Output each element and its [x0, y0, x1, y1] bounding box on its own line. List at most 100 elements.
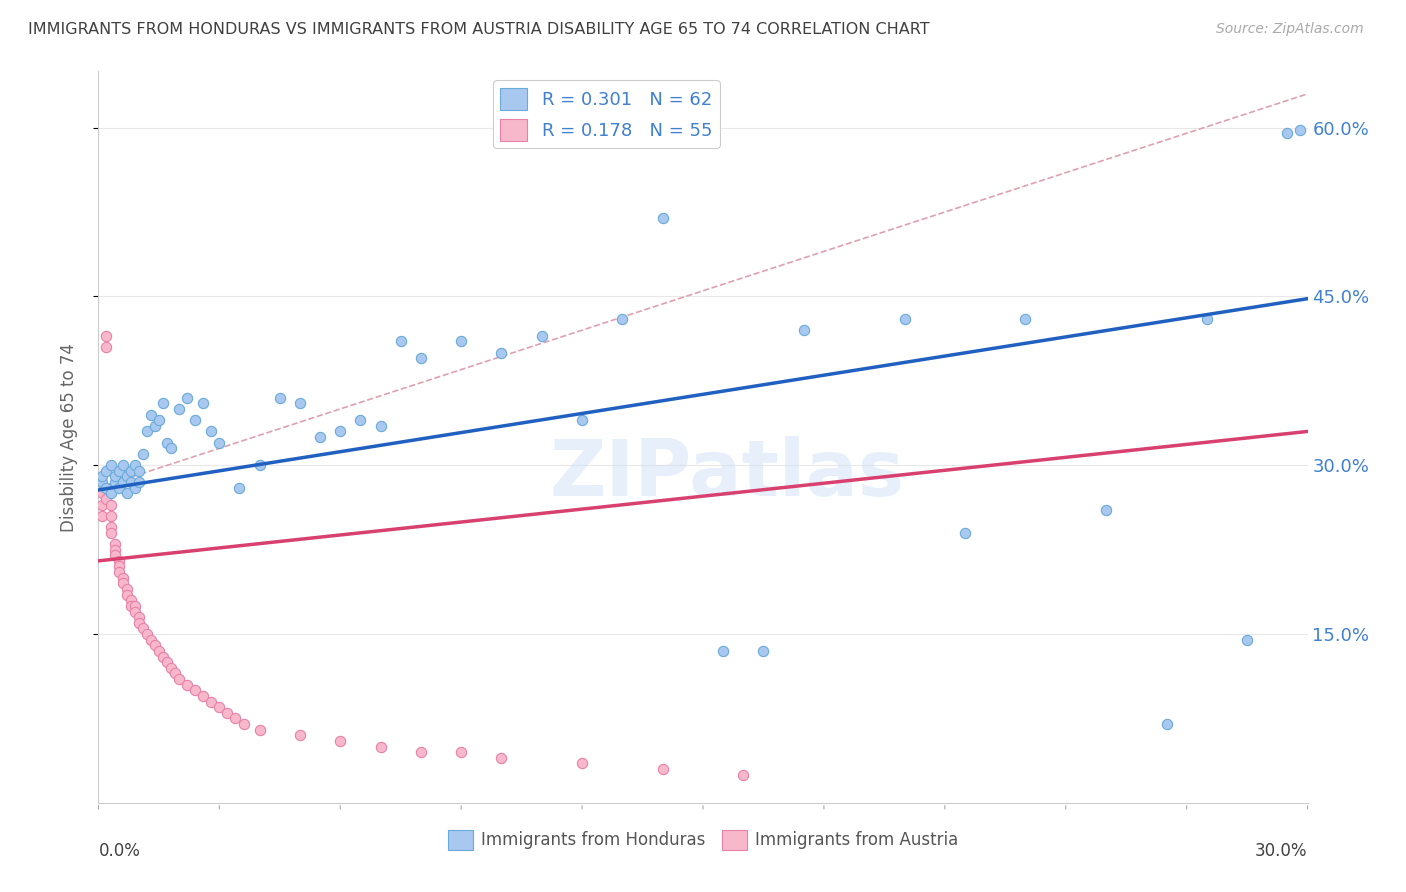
Point	[128, 610, 150, 624]
Point	[91, 469, 114, 483]
Point	[309, 430, 332, 444]
Text: 30.0%: 30.0%	[1256, 842, 1308, 860]
Point	[651, 211, 673, 225]
Point	[103, 537, 125, 551]
Point	[128, 464, 150, 478]
Point	[152, 396, 174, 410]
Point	[139, 632, 162, 647]
Point	[128, 475, 150, 489]
Point	[217, 706, 239, 720]
Point	[793, 323, 815, 337]
Text: Source: ZipAtlas.com: Source: ZipAtlas.com	[1216, 22, 1364, 37]
Point	[120, 593, 142, 607]
Point	[752, 644, 775, 658]
Point	[953, 525, 976, 540]
Point	[103, 475, 125, 489]
Point	[115, 486, 138, 500]
Point	[156, 435, 179, 450]
Legend: Immigrants from Honduras, Immigrants from Austria: Immigrants from Honduras, Immigrants fro…	[441, 823, 965, 856]
Point	[156, 655, 179, 669]
Point	[208, 700, 231, 714]
Point	[193, 396, 215, 410]
Point	[139, 408, 162, 422]
Point	[389, 334, 412, 349]
Point	[111, 571, 134, 585]
Point	[571, 413, 593, 427]
Point	[288, 728, 311, 742]
Point	[96, 328, 118, 343]
Y-axis label: Disability Age 65 to 74: Disability Age 65 to 74	[59, 343, 77, 532]
Point	[132, 447, 155, 461]
Point	[124, 458, 146, 473]
Point	[288, 396, 311, 410]
Point	[167, 672, 190, 686]
Point	[491, 751, 513, 765]
Point	[100, 486, 122, 500]
Point	[115, 582, 138, 596]
Point	[1195, 312, 1218, 326]
Point	[733, 767, 755, 781]
Point	[148, 413, 170, 427]
Point	[100, 498, 122, 512]
Point	[135, 425, 157, 439]
Point	[96, 340, 118, 354]
Point	[176, 678, 198, 692]
Point	[1156, 717, 1178, 731]
Point	[1277, 126, 1299, 140]
Point	[120, 464, 142, 478]
Point	[100, 458, 122, 473]
Point	[120, 475, 142, 489]
Point	[184, 413, 207, 427]
Point	[96, 481, 118, 495]
Text: ZIPatlas: ZIPatlas	[550, 435, 904, 512]
Point	[224, 711, 246, 725]
Point	[91, 498, 114, 512]
Point	[111, 475, 134, 489]
Point	[349, 413, 371, 427]
Point	[107, 464, 129, 478]
Point	[491, 345, 513, 359]
Point	[269, 391, 291, 405]
Point	[128, 615, 150, 630]
Point	[152, 649, 174, 664]
Point	[409, 351, 432, 366]
Point	[1288, 123, 1310, 137]
Point	[232, 717, 254, 731]
Point	[176, 391, 198, 405]
Point	[124, 599, 146, 613]
Point	[107, 559, 129, 574]
Text: IMMIGRANTS FROM HONDURAS VS IMMIGRANTS FROM AUSTRIA DISABILITY AGE 65 TO 74 CORR: IMMIGRANTS FROM HONDURAS VS IMMIGRANTS F…	[28, 22, 929, 37]
Point	[228, 481, 250, 495]
Point	[107, 565, 129, 579]
Point	[111, 458, 134, 473]
Point	[1095, 503, 1118, 517]
Point	[167, 401, 190, 416]
Point	[409, 745, 432, 759]
Point	[120, 599, 142, 613]
Point	[124, 481, 146, 495]
Point	[249, 723, 271, 737]
Point	[208, 435, 231, 450]
Point	[143, 418, 166, 433]
Point	[100, 520, 122, 534]
Point	[135, 627, 157, 641]
Point	[450, 745, 472, 759]
Point	[370, 739, 392, 754]
Point	[148, 644, 170, 658]
Point	[530, 328, 553, 343]
Point	[91, 486, 114, 500]
Point	[450, 334, 472, 349]
Point	[651, 762, 673, 776]
Point	[91, 475, 114, 489]
Point	[100, 525, 122, 540]
Point	[163, 666, 186, 681]
Point	[115, 588, 138, 602]
Point	[193, 689, 215, 703]
Point	[96, 481, 118, 495]
Point	[160, 442, 183, 456]
Point	[160, 661, 183, 675]
Point	[103, 469, 125, 483]
Point	[612, 312, 634, 326]
Point	[124, 605, 146, 619]
Point	[107, 481, 129, 495]
